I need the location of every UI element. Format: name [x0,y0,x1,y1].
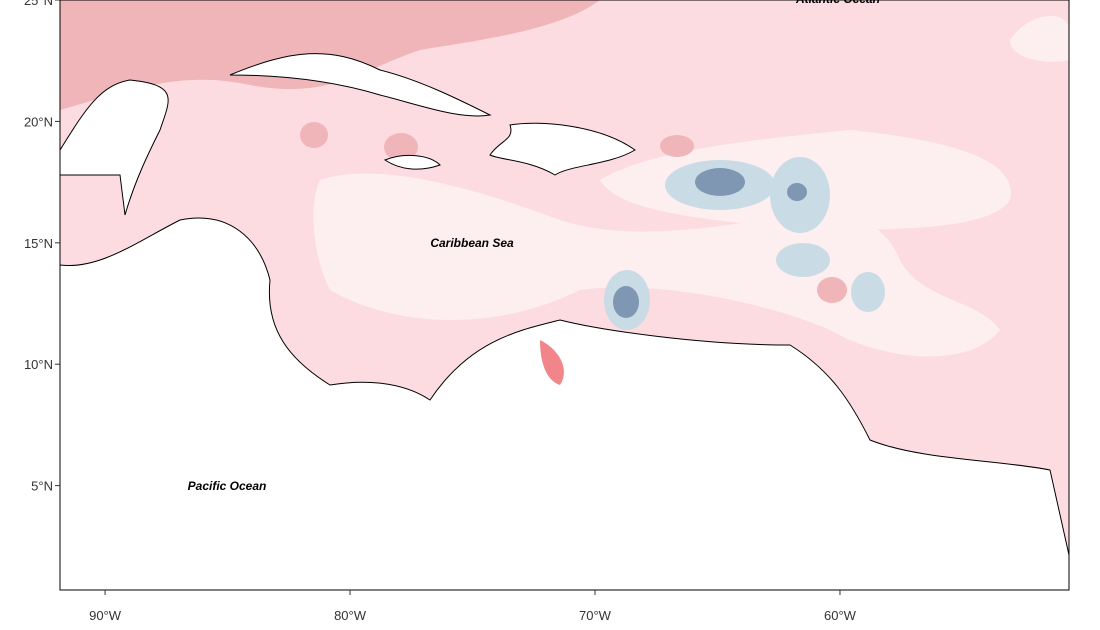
anomaly [851,272,885,312]
y-tick-label: 15°N [24,236,53,251]
anomaly [300,122,328,148]
annotation: Atlantic Ocean [795,0,880,6]
island [489,122,636,176]
x-tick-label: 70°W [579,608,612,623]
land [60,217,1069,590]
anomaly [787,183,807,201]
y-tick-label: 20°N [24,114,53,129]
cool-region [1010,16,1069,62]
map-panel [60,0,1069,590]
y-tick-label: 5°N [31,479,53,494]
frame [59,0,1070,591]
anomaly [695,168,745,196]
x-tick-label: 90°W [89,608,122,623]
anomaly [776,243,830,277]
island [383,154,441,170]
annotation: Pacific Ocean [188,479,267,493]
annotation: Caribbean Sea [430,236,514,250]
island [229,53,492,117]
anomaly [660,135,694,157]
x-tick-label: 60°W [824,608,857,623]
anomaly [384,133,418,161]
x-tick-label: 80°W [334,608,367,623]
anomaly [817,277,847,303]
y-tick-label: 10°N [24,357,53,372]
y-tick-label: 25°N [24,0,53,8]
anomaly [613,286,639,318]
land [60,79,169,216]
anomaly [540,340,564,385]
